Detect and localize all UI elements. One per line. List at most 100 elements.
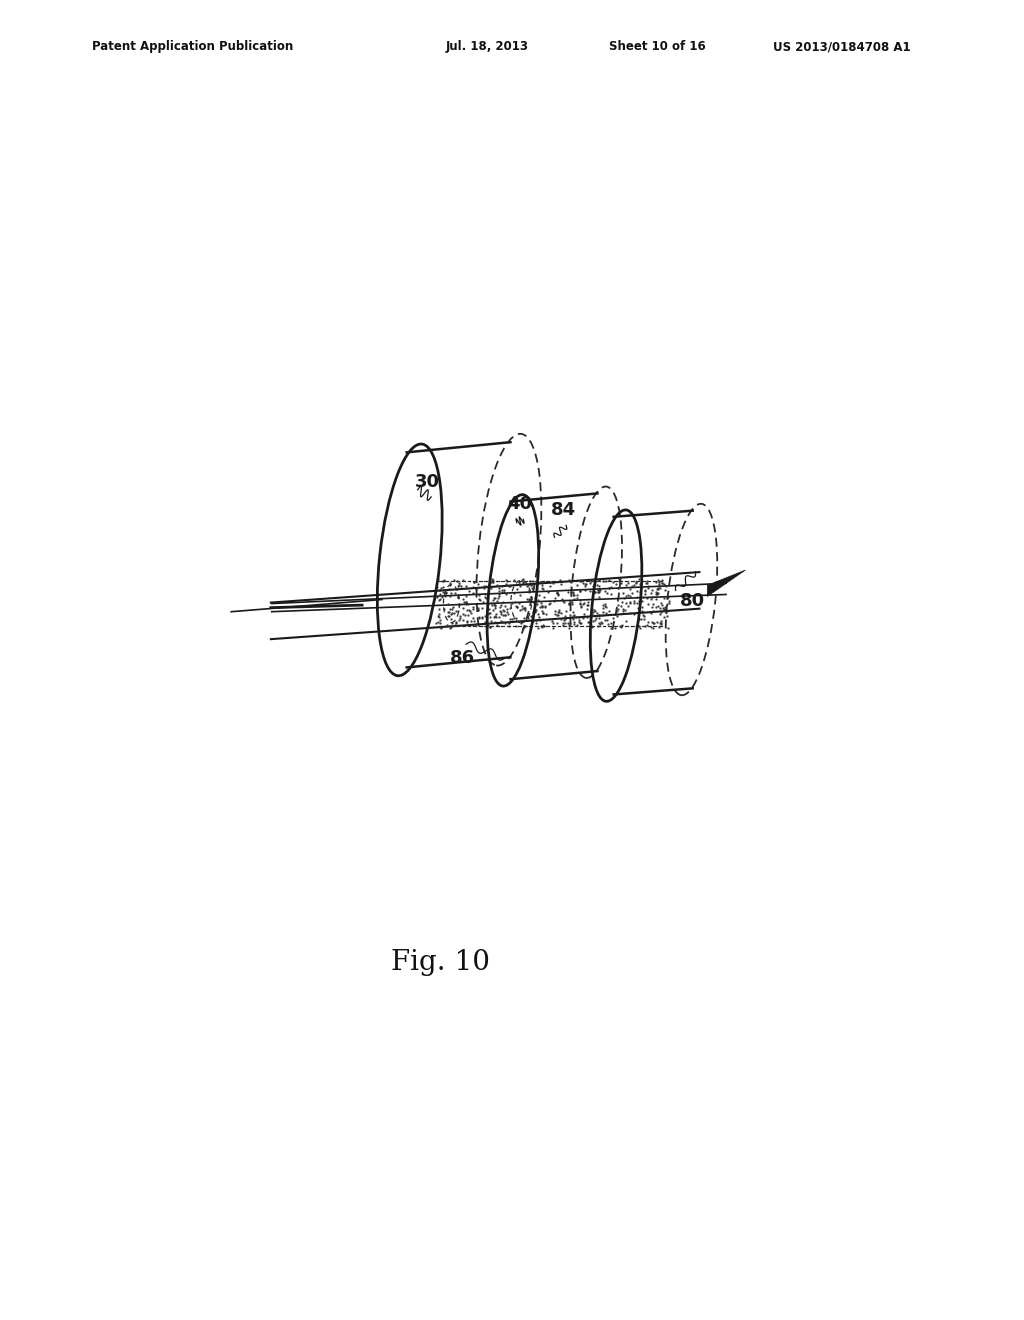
Point <box>640 578 656 599</box>
Point <box>644 611 660 632</box>
Point <box>555 590 571 611</box>
Point <box>587 610 603 631</box>
Point <box>612 616 629 638</box>
Point <box>484 590 501 611</box>
Point <box>521 570 538 591</box>
Point <box>652 602 669 623</box>
Point <box>521 582 538 603</box>
Point <box>438 582 455 603</box>
Point <box>490 585 507 606</box>
Point <box>568 585 585 606</box>
Point <box>534 616 550 638</box>
Point <box>656 598 673 619</box>
Point <box>494 576 510 597</box>
Point <box>647 581 664 602</box>
Point <box>526 598 543 619</box>
Point <box>514 598 530 619</box>
Point <box>483 572 500 593</box>
Point <box>496 582 512 603</box>
Point <box>443 582 460 603</box>
Point <box>568 587 585 609</box>
Point <box>546 590 562 611</box>
Point <box>482 606 499 627</box>
Point <box>502 609 518 630</box>
Point <box>480 602 497 623</box>
Point <box>452 610 468 631</box>
Point <box>430 606 446 627</box>
Point <box>587 570 603 591</box>
Point <box>446 615 463 636</box>
Point <box>455 570 471 591</box>
Point <box>529 594 546 615</box>
Point <box>652 612 669 634</box>
Point <box>654 570 671 591</box>
Point <box>494 582 510 603</box>
Point <box>499 601 515 622</box>
Point <box>656 597 673 618</box>
Point <box>575 605 592 626</box>
Point <box>640 611 656 632</box>
Point <box>631 609 647 630</box>
Point <box>580 612 596 634</box>
Point <box>459 610 475 631</box>
Point <box>498 605 514 626</box>
Point <box>524 610 541 631</box>
Point <box>570 612 587 634</box>
Point <box>484 594 501 615</box>
Point <box>632 574 648 595</box>
Point <box>653 593 670 614</box>
Point <box>520 607 537 628</box>
Point <box>430 569 446 590</box>
Point <box>480 603 497 624</box>
Point <box>650 582 667 603</box>
Point <box>617 610 634 631</box>
Point <box>591 576 607 597</box>
Point <box>651 616 668 638</box>
Point <box>618 586 635 607</box>
Point <box>562 612 579 634</box>
Point <box>549 582 565 603</box>
Point <box>531 597 548 618</box>
Point <box>492 597 508 618</box>
Point <box>659 594 676 615</box>
Point <box>598 582 614 603</box>
Point <box>496 601 512 622</box>
Point <box>483 577 500 598</box>
Point <box>590 579 606 601</box>
Point <box>440 606 457 627</box>
Point <box>530 606 547 627</box>
Point <box>581 612 597 634</box>
Point <box>480 593 497 614</box>
Point <box>499 570 515 591</box>
Point <box>472 590 488 611</box>
Point <box>529 572 546 593</box>
Point <box>603 577 620 598</box>
Point <box>595 570 611 591</box>
Point <box>628 573 644 594</box>
Point <box>535 595 551 616</box>
Point <box>608 601 625 622</box>
Point <box>486 594 503 615</box>
Point <box>529 603 546 624</box>
Point <box>572 570 589 591</box>
Point <box>494 579 510 601</box>
Point <box>631 615 647 636</box>
Point <box>460 605 476 626</box>
Point <box>529 618 546 639</box>
Point <box>515 569 531 590</box>
Point <box>478 587 495 609</box>
Point <box>561 593 578 614</box>
Point <box>639 587 655 609</box>
Point <box>497 612 513 634</box>
Point <box>643 597 659 618</box>
Point <box>654 572 671 593</box>
Point <box>520 574 537 595</box>
Point <box>650 577 667 598</box>
Point <box>648 582 665 603</box>
Point <box>643 582 659 603</box>
Point <box>565 602 582 623</box>
Point <box>541 594 557 615</box>
Point <box>516 597 532 618</box>
Point <box>554 589 570 610</box>
Point <box>581 591 597 612</box>
